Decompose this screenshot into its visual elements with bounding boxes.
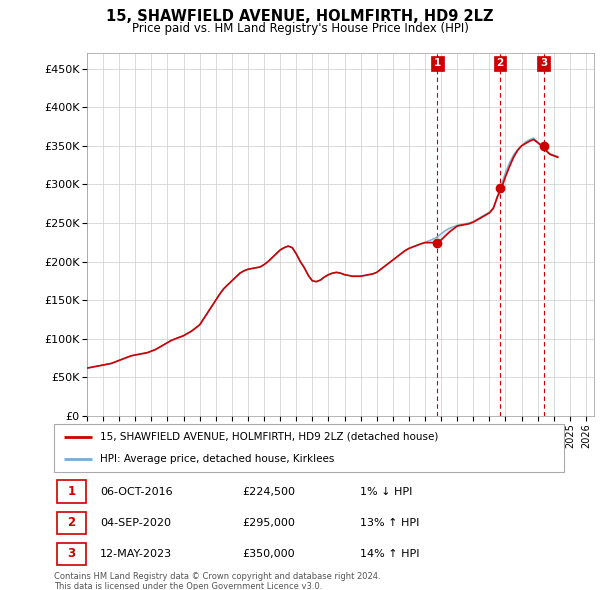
Bar — [56, 512, 86, 534]
Text: 1: 1 — [434, 58, 441, 68]
Text: £224,500: £224,500 — [242, 487, 296, 497]
Text: £350,000: £350,000 — [242, 549, 295, 559]
Text: 3: 3 — [540, 58, 547, 68]
Text: This data is licensed under the Open Government Licence v3.0.: This data is licensed under the Open Gov… — [54, 582, 322, 590]
Text: 06-OCT-2016: 06-OCT-2016 — [100, 487, 173, 497]
Text: Price paid vs. HM Land Registry's House Price Index (HPI): Price paid vs. HM Land Registry's House … — [131, 22, 469, 35]
Text: 2: 2 — [497, 58, 504, 68]
Bar — [56, 480, 86, 503]
Text: 15, SHAWFIELD AVENUE, HOLMFIRTH, HD9 2LZ (detached house): 15, SHAWFIELD AVENUE, HOLMFIRTH, HD9 2LZ… — [100, 432, 438, 442]
Text: HPI: Average price, detached house, Kirklees: HPI: Average price, detached house, Kirk… — [100, 454, 334, 464]
Text: 3: 3 — [67, 548, 76, 560]
Text: 13% ↑ HPI: 13% ↑ HPI — [360, 518, 419, 527]
Text: 12-MAY-2023: 12-MAY-2023 — [100, 549, 172, 559]
Text: 1: 1 — [67, 485, 76, 498]
Text: 15, SHAWFIELD AVENUE, HOLMFIRTH, HD9 2LZ: 15, SHAWFIELD AVENUE, HOLMFIRTH, HD9 2LZ — [106, 9, 494, 24]
Text: 14% ↑ HPI: 14% ↑ HPI — [360, 549, 419, 559]
Text: £295,000: £295,000 — [242, 518, 296, 527]
Text: 1% ↓ HPI: 1% ↓ HPI — [360, 487, 412, 497]
Bar — [56, 543, 86, 565]
Text: 04-SEP-2020: 04-SEP-2020 — [100, 518, 171, 527]
Text: Contains HM Land Registry data © Crown copyright and database right 2024.: Contains HM Land Registry data © Crown c… — [54, 572, 380, 581]
Text: 2: 2 — [67, 516, 76, 529]
